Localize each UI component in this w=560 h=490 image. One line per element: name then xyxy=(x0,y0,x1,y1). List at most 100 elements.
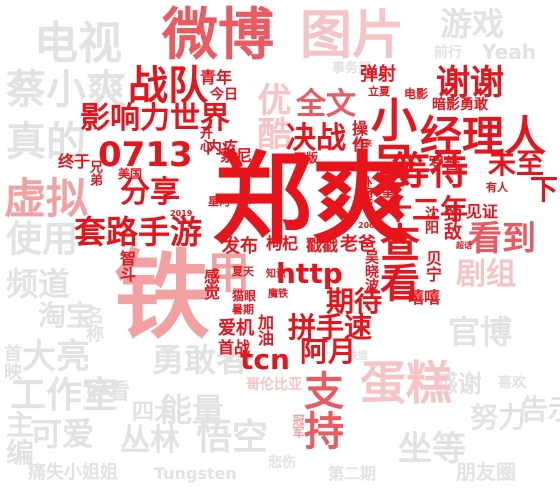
word: 感觉 xyxy=(201,268,220,300)
word: 使用 xyxy=(6,219,79,260)
word: 铁 xyxy=(114,240,210,352)
word: 大亮 xyxy=(22,337,90,377)
word: 阿月 xyxy=(300,335,357,368)
word: 兄弟 xyxy=(87,160,102,186)
word: 虚拟 xyxy=(4,174,89,223)
word: 努力 xyxy=(470,401,527,434)
word: 超话 xyxy=(456,241,472,250)
word: 电视 xyxy=(34,18,122,69)
word: 首战 xyxy=(218,338,251,357)
word: 劲敌 xyxy=(441,204,462,240)
word: 支持 xyxy=(297,370,343,450)
word: 名称 xyxy=(83,306,104,342)
word: 全文 xyxy=(296,87,356,122)
word: 发布 xyxy=(222,236,258,257)
word: 分享 xyxy=(120,175,180,210)
word: 事务部 xyxy=(332,61,372,76)
word: 下 xyxy=(530,173,559,206)
word: 看到 xyxy=(468,219,536,259)
word: 内疚 xyxy=(206,138,239,157)
word: 四大 xyxy=(132,400,177,425)
word: tcn xyxy=(240,343,290,376)
word: 痛失小姐姐 xyxy=(28,462,118,483)
word: 淘宝 xyxy=(38,299,95,332)
word: 知识 xyxy=(266,269,286,280)
word: 真的 xyxy=(6,119,86,165)
word: 小号 xyxy=(364,96,418,188)
word: 爱机 xyxy=(218,318,254,339)
word: 暗影勇敢 xyxy=(432,97,488,113)
word: http xyxy=(276,257,343,290)
word: 微博 xyxy=(162,3,274,68)
word: 沈阳 xyxy=(423,206,439,234)
word: 美国 xyxy=(118,167,143,181)
word: 终于 xyxy=(58,152,91,171)
word: 工作 xyxy=(238,195,258,206)
word: 能量 xyxy=(160,391,225,429)
word: 嘻嘻 xyxy=(408,288,441,307)
word: 蛋糕 xyxy=(360,356,452,410)
word: 戳戳 xyxy=(306,236,339,255)
word: 剧组 xyxy=(456,257,516,292)
word: 开心 xyxy=(197,126,212,152)
word: 可爱 xyxy=(30,415,95,453)
word: 智斗 xyxy=(117,250,136,282)
word: 处理 xyxy=(357,176,373,204)
word: 暑期 xyxy=(232,303,254,316)
word: 郑爽 xyxy=(212,141,412,258)
word: 电影 xyxy=(404,87,429,101)
word: 丛林 xyxy=(120,423,180,458)
word: 告示 xyxy=(520,393,560,426)
word: 希望 xyxy=(379,170,395,198)
word: Yeah xyxy=(482,40,536,64)
word: 坐等 xyxy=(398,429,466,469)
word: 前行 xyxy=(434,45,462,61)
word: 吴晓波 xyxy=(363,250,379,292)
word: 老爸 xyxy=(340,234,376,255)
word: 十二年 xyxy=(384,193,469,226)
word: 蔡小爽 xyxy=(6,67,126,113)
word: 期待 xyxy=(326,285,383,318)
word: 夏天 xyxy=(232,265,254,278)
word: 好看 xyxy=(86,380,131,405)
word: 战队 xyxy=(128,63,208,109)
word: 0713 xyxy=(98,135,193,175)
word: 魔铁 xyxy=(268,289,288,300)
word: 拼手速 xyxy=(288,311,373,344)
word: 朋友圈 xyxy=(456,460,516,484)
word: 游戏 xyxy=(440,5,505,43)
word: 优酷 xyxy=(251,82,291,150)
word: 立夏 xyxy=(368,85,390,98)
word: 见证 xyxy=(466,202,499,221)
word: 喜欢 xyxy=(498,375,526,391)
word: 今日 xyxy=(210,87,238,103)
word: 第二期 xyxy=(328,464,377,483)
word: 官博 xyxy=(448,313,513,351)
word: 2009 xyxy=(358,221,381,230)
word: 冠军 xyxy=(291,414,305,438)
word: 联盟 xyxy=(348,351,368,362)
word: 青年 xyxy=(200,68,233,87)
word: 查看 xyxy=(373,222,419,302)
word: 悲伤 xyxy=(268,455,296,471)
word: 2019 xyxy=(170,209,193,218)
word: 套路手游 xyxy=(74,213,203,251)
word: 弹射 xyxy=(360,64,396,85)
word: 经理人 xyxy=(420,112,547,161)
word: 首映 xyxy=(1,344,22,380)
word: 枸杞 xyxy=(266,234,299,253)
word: 悟空 xyxy=(196,417,269,458)
word: 频道 xyxy=(6,265,71,303)
word: 影响力世界 xyxy=(80,101,230,136)
word: 贝宁 xyxy=(423,250,442,282)
word: 罗普 xyxy=(428,154,461,173)
word: 感谢 xyxy=(434,370,482,398)
word: 加油 xyxy=(255,314,274,346)
word: 工作室 xyxy=(10,375,119,416)
word: 用 xyxy=(206,248,250,299)
word: Tungsten xyxy=(154,464,237,483)
word: 未至 xyxy=(488,147,545,180)
word: 猫眼 xyxy=(232,289,257,303)
word: 有人 xyxy=(486,181,508,194)
